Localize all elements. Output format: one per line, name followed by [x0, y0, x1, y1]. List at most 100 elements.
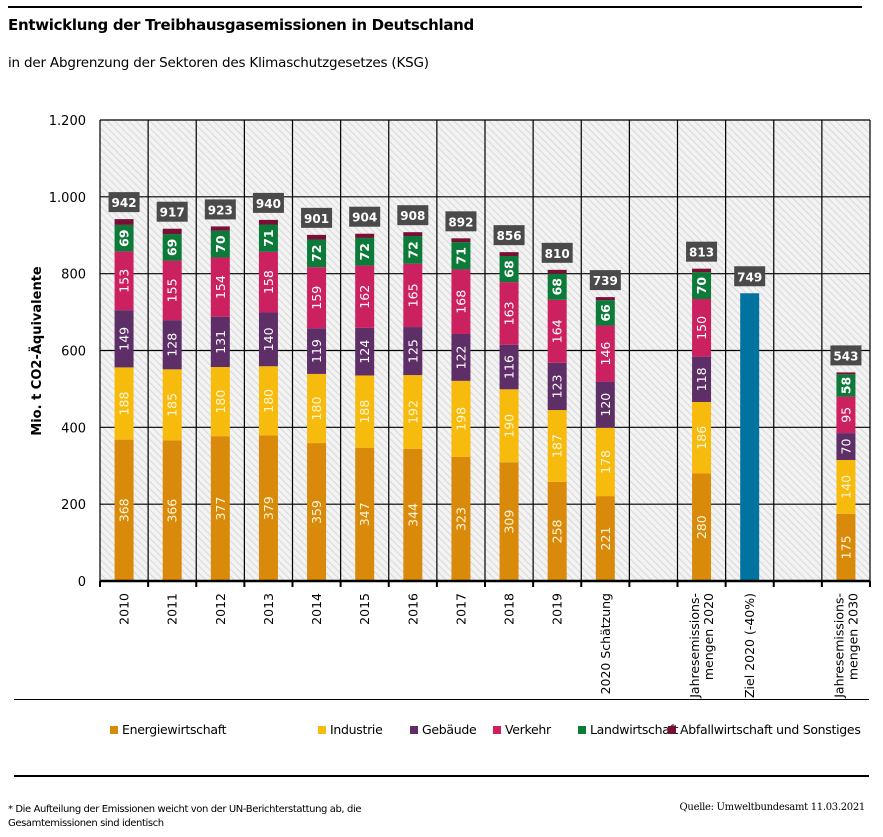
x-tick-label: 2016	[405, 593, 420, 625]
bar-segment-energiewirtschaft	[403, 448, 423, 581]
data-label: 125	[405, 339, 420, 363]
total-label: 892	[448, 215, 473, 229]
x-tick-label: 2012	[213, 593, 228, 625]
bar-segment-gebäude	[162, 320, 182, 370]
data-label: 359	[309, 500, 324, 524]
bar-segment-landwirtschaft	[451, 242, 471, 270]
legend-label: Verkehr	[505, 722, 551, 737]
data-label: 120	[598, 393, 613, 417]
bar-segment-landwirtschaft	[692, 272, 712, 300]
x-tick-label: 2014	[309, 593, 324, 625]
legend: Energiewirtschaft Industrie Gebäude Verkehr…	[0, 722, 883, 744]
data-label: 122	[453, 345, 468, 369]
total-label: 901	[304, 212, 329, 226]
bar-segment-energiewirtschaft	[162, 440, 182, 581]
data-label: 178	[598, 450, 613, 474]
x-tick-label: Jahresemissions-	[831, 593, 846, 699]
bar-segment-abfallwirtschaft-und-sonstiges	[547, 269, 567, 274]
bar-segment-verkehr	[403, 263, 423, 328]
bar-segment-abfallwirtschaft-und-sonstiges	[499, 252, 519, 256]
bar-segment-gebäude	[451, 333, 471, 381]
data-label: 71	[261, 229, 276, 246]
bars: 368 188 149 153 69 942 366 185 128 155 69 917 377 180…	[108, 192, 862, 581]
bar-segment-industrie	[307, 373, 327, 444]
bar-segment-energiewirtschaft	[355, 447, 375, 581]
data-label: 163	[502, 301, 517, 325]
total-label-box	[493, 225, 525, 246]
data-label: 150	[694, 316, 709, 340]
legend-item: Gebäude	[410, 722, 477, 737]
bar-segment-energiewirtschaft	[692, 473, 712, 581]
total-label-box	[301, 207, 333, 228]
total-label: 923	[208, 203, 233, 217]
bar-segment-abfallwirtschaft-und-sonstiges	[210, 226, 230, 231]
legend-label: Abfallwirtschaft und Sonstiges	[680, 722, 861, 737]
data-label: 70	[838, 439, 853, 455]
bar-segment-verkehr	[836, 396, 856, 434]
total-label: 810	[545, 247, 570, 261]
gridlines	[99, 119, 871, 581]
x-tick-label: 2010	[117, 593, 132, 625]
top-rule	[8, 6, 862, 8]
total-label: 813	[689, 246, 714, 260]
total-label: 543	[833, 349, 858, 363]
total-label: 917	[160, 206, 185, 220]
total-label: 749	[737, 270, 762, 284]
bar-segment-abfallwirtschaft-und-sonstiges	[595, 297, 615, 301]
y-tick-label: 600	[61, 345, 86, 360]
bar-segment-abfallwirtschaft-und-sonstiges	[451, 238, 471, 243]
x-tick-label: 2017	[453, 593, 468, 625]
bar-segment-verkehr	[499, 282, 519, 345]
source-note: Quelle: Umweltbundesamt 11.03.2021	[679, 802, 866, 813]
data-label: 180	[309, 397, 324, 421]
legend-swatch	[318, 725, 326, 734]
data-label: 377	[213, 497, 228, 521]
data-label: 154	[213, 275, 228, 299]
data-label: 192	[405, 400, 420, 424]
bar-segment-gebäude	[210, 316, 230, 368]
data-label: 116	[502, 355, 517, 379]
legend-label: Industrie	[330, 722, 383, 737]
data-label: 131	[213, 330, 228, 354]
bar-segment-landwirtschaft	[162, 234, 182, 261]
data-label: 68	[502, 260, 517, 277]
total-label-box	[204, 199, 236, 220]
bar-segment-verkehr	[162, 260, 182, 321]
legend-swatch	[668, 725, 676, 734]
data-label: 70	[694, 277, 709, 295]
bar-segment-verkehr	[307, 267, 327, 329]
x-tick-label: Ziel 2020 (-40%)	[742, 593, 757, 698]
bar-segment-abfallwirtschaft-und-sonstiges	[258, 219, 278, 225]
bar-segment-landwirtschaft	[258, 224, 278, 252]
bar-segment-energiewirtschaft	[210, 436, 230, 581]
legend-swatch	[493, 725, 501, 734]
data-label: 71	[453, 247, 468, 264]
total-label-box	[445, 211, 477, 232]
bar-segment-energiewirtschaft	[499, 462, 519, 581]
bar-segment-gebäude	[692, 356, 712, 402]
data-label: 69	[165, 239, 180, 256]
data-label: 368	[117, 498, 132, 522]
legend-item: Abfallwirtschaft und Sonstiges	[668, 722, 861, 737]
total-label-box	[252, 192, 284, 213]
bar-segment-abfallwirtschaft-und-sonstiges	[355, 233, 375, 238]
bar-segment-verkehr	[210, 257, 230, 317]
legend-swatch	[578, 725, 586, 734]
bar-segment-gebäude	[595, 381, 615, 428]
bar-segment-industrie	[595, 427, 615, 497]
total-label: 856	[497, 229, 522, 243]
x-tick-label: mengen 2030	[845, 593, 860, 680]
data-label: 165	[405, 283, 420, 307]
data-label: 344	[405, 503, 420, 527]
bar-segment-industrie	[692, 401, 712, 474]
bar-segment-landwirtschaft	[595, 300, 615, 326]
data-label: 149	[117, 327, 132, 351]
bar-segment-energiewirtschaft	[258, 435, 278, 581]
bar-segment-abfallwirtschaft-und-sonstiges	[403, 232, 423, 237]
data-label: 68	[550, 278, 565, 295]
y-tick-label: 1.000	[49, 191, 86, 206]
data-label: 366	[165, 499, 180, 523]
total-label-box	[397, 205, 429, 226]
chart-subtitle: in der Abgrenzung der Sektoren des Klima…	[8, 55, 429, 71]
data-label: 190	[502, 414, 517, 438]
